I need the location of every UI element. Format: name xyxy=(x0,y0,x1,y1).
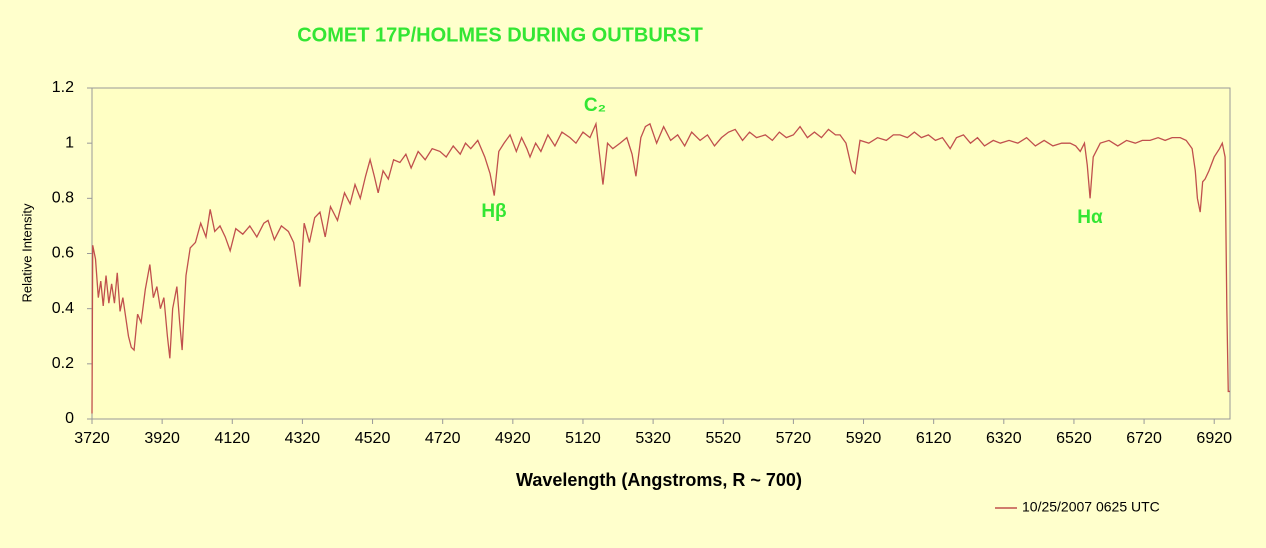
annotation: Hβ xyxy=(481,201,506,222)
y-tick-label: 1 xyxy=(65,134,74,151)
x-tick-label: 5720 xyxy=(776,430,812,447)
x-tick-label: 5320 xyxy=(635,430,671,447)
x-tick-label: 4720 xyxy=(425,430,461,447)
chart-title: COMET 17P/HOLMES DURING OUTBURST xyxy=(297,24,703,46)
x-tick-label: 5920 xyxy=(846,430,882,447)
x-tick-label: 4320 xyxy=(285,430,321,447)
x-tick-label: 6120 xyxy=(916,430,952,447)
y-tick-label: 0 xyxy=(65,410,74,427)
data-line xyxy=(91,121,1230,414)
x-tick-label: 6320 xyxy=(986,430,1022,447)
x-axis-title: Wavelength (Angstroms, R ~ 700) xyxy=(516,470,802,490)
y-tick-label: 0.8 xyxy=(52,190,74,207)
x-tick-label: 6720 xyxy=(1126,430,1162,447)
x-tick-label: 6520 xyxy=(1056,430,1092,447)
annotation: Hα xyxy=(1077,207,1103,228)
y-tick-label: 0.6 xyxy=(52,245,74,262)
y-tick-label: 1.2 xyxy=(52,79,74,96)
x-tick-label: 5120 xyxy=(565,430,601,447)
y-tick-label: 0.2 xyxy=(52,355,74,372)
x-tick-label: 4920 xyxy=(495,430,531,447)
x-tick-label: 5520 xyxy=(705,430,741,447)
x-tick-label: 6920 xyxy=(1196,430,1232,447)
x-tick-label: 4120 xyxy=(214,430,250,447)
annotation: C₂ xyxy=(584,95,606,116)
legend-label: 10/25/2007 0625 UTC xyxy=(1022,499,1160,515)
x-tick-label: 4520 xyxy=(355,430,391,447)
x-tick-label: 3720 xyxy=(74,430,110,447)
y-axis-title: Relative Intensity xyxy=(19,203,34,302)
x-tick-label: 3920 xyxy=(144,430,180,447)
plot-area xyxy=(91,87,1231,420)
y-tick-label: 0.4 xyxy=(52,300,74,317)
